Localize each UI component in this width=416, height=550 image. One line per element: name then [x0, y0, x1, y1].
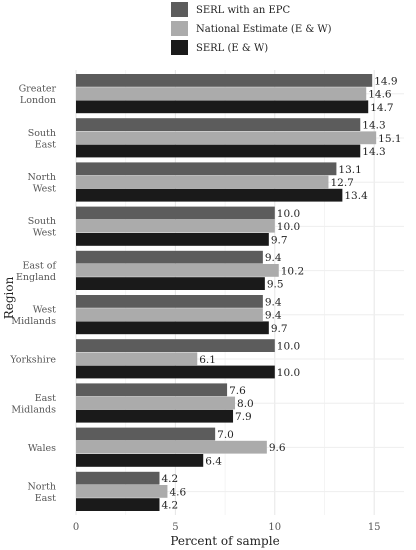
bar-value-label: 9.6: [269, 442, 286, 454]
bar: [76, 485, 168, 498]
bar: [76, 396, 236, 410]
bar: [76, 321, 269, 335]
legend-label: SERL with an EPC: [196, 5, 291, 16]
category-label: West Midlands: [11, 305, 56, 328]
category-label: Wales: [28, 443, 56, 454]
bar-value-label: 10.0: [277, 221, 300, 233]
bar: [76, 250, 263, 264]
bar-value-label: 14.3: [362, 146, 385, 158]
legend-item: SERL with an EPC: [171, 2, 291, 17]
bar-value-label: 13.1: [338, 164, 361, 176]
bar-value-label: 4.2: [161, 500, 178, 512]
bar: [76, 162, 337, 176]
bar: [76, 233, 269, 246]
legend-item: National Estimate (E & W): [171, 21, 332, 36]
x-tick-label: 10: [268, 522, 281, 533]
bar-value-label: 9.5: [267, 279, 284, 291]
bar: [76, 383, 228, 397]
category-label: East of England: [16, 260, 58, 283]
x-tick-label: 5: [172, 522, 178, 533]
bar-value-label: 7.6: [229, 385, 246, 397]
bar: [76, 352, 198, 366]
x-tick-label: 15: [368, 522, 381, 533]
bar-value-label: 4.2: [161, 473, 178, 485]
legend-swatch: [171, 21, 188, 36]
bar-value-label: 7.0: [217, 429, 234, 441]
bar: [76, 440, 267, 454]
legend-swatch: [171, 2, 188, 17]
bar-value-label: 10.0: [277, 208, 300, 220]
bar: [76, 454, 204, 467]
bar-value-label: 14.6: [368, 89, 392, 101]
bar: [76, 131, 377, 145]
x-axis-title: Percent of sample: [170, 534, 279, 548]
bar-value-label: 10.2: [281, 265, 304, 277]
bar-value-label: 15.1: [378, 133, 401, 145]
bar-value-label: 14.7: [370, 102, 393, 114]
legend-item: SERL (E & W): [171, 40, 268, 55]
legend-swatch: [171, 40, 188, 55]
bar: [76, 308, 263, 321]
legend-label: SERL (E & W): [196, 43, 268, 54]
category-label: North East: [27, 481, 56, 504]
bar: [76, 339, 275, 352]
bar-value-label: 9.4: [265, 252, 282, 264]
category-label: Yorkshire: [9, 355, 56, 366]
category-label: South East: [28, 128, 56, 151]
bar-value-label: 14.3: [362, 120, 385, 132]
bar-value-label: 10.0: [277, 341, 300, 353]
chart-legend: SERL with an EPC National Estimate (E & W…: [171, 2, 332, 55]
bar: [76, 498, 160, 511]
category-label: Greater London: [19, 84, 57, 107]
bar: [76, 144, 361, 158]
bar: [76, 365, 275, 379]
bar-value-label: 4.6: [169, 486, 186, 498]
bar-value-label: 10.0: [277, 367, 300, 379]
category-label: South West: [28, 216, 56, 239]
bar-value-label: 13.4: [344, 190, 368, 202]
x-tick-label: 0: [73, 522, 79, 533]
bar: [76, 118, 361, 131]
bar: [76, 277, 265, 290]
y-axis-category-labels: Greater London South East North West South West…: [9, 84, 57, 504]
value-labels: 14.914.313.110.09.49.410.07.67.04.214.61…: [161, 75, 401, 511]
bar: [76, 219, 275, 233]
y-axis-title: Region: [2, 276, 16, 319]
bar-value-label: 14.9: [374, 75, 397, 87]
bar: [76, 295, 263, 308]
bar-value-label: 6.4: [205, 455, 222, 467]
bar-value-label: 9.4: [265, 310, 282, 322]
bar-value-label: 9.7: [271, 323, 288, 335]
bar-value-label: 9.7: [271, 234, 288, 246]
bar: [76, 87, 367, 100]
bar: [76, 188, 343, 202]
bar-value-label: 9.4: [265, 296, 282, 308]
bar-series: [76, 74, 377, 511]
bar: [76, 409, 234, 423]
bar: [76, 74, 373, 87]
bar-value-label: 6.1: [199, 354, 216, 366]
category-label: East Midlands: [11, 393, 56, 416]
bar: [76, 264, 279, 277]
x-axis-tick-labels: 0 5 10 15: [73, 522, 381, 533]
bar-value-label: 12.7: [330, 177, 353, 189]
category-label: North West: [27, 172, 56, 195]
bar: [76, 427, 216, 441]
bar-value-label: 8.0: [237, 398, 254, 410]
bar: [76, 471, 160, 485]
bar: [76, 206, 275, 220]
bar-value-label: 7.9: [235, 411, 252, 423]
legend-label: National Estimate (E & W): [196, 24, 332, 35]
bar: [76, 175, 329, 189]
bar: [76, 100, 369, 114]
